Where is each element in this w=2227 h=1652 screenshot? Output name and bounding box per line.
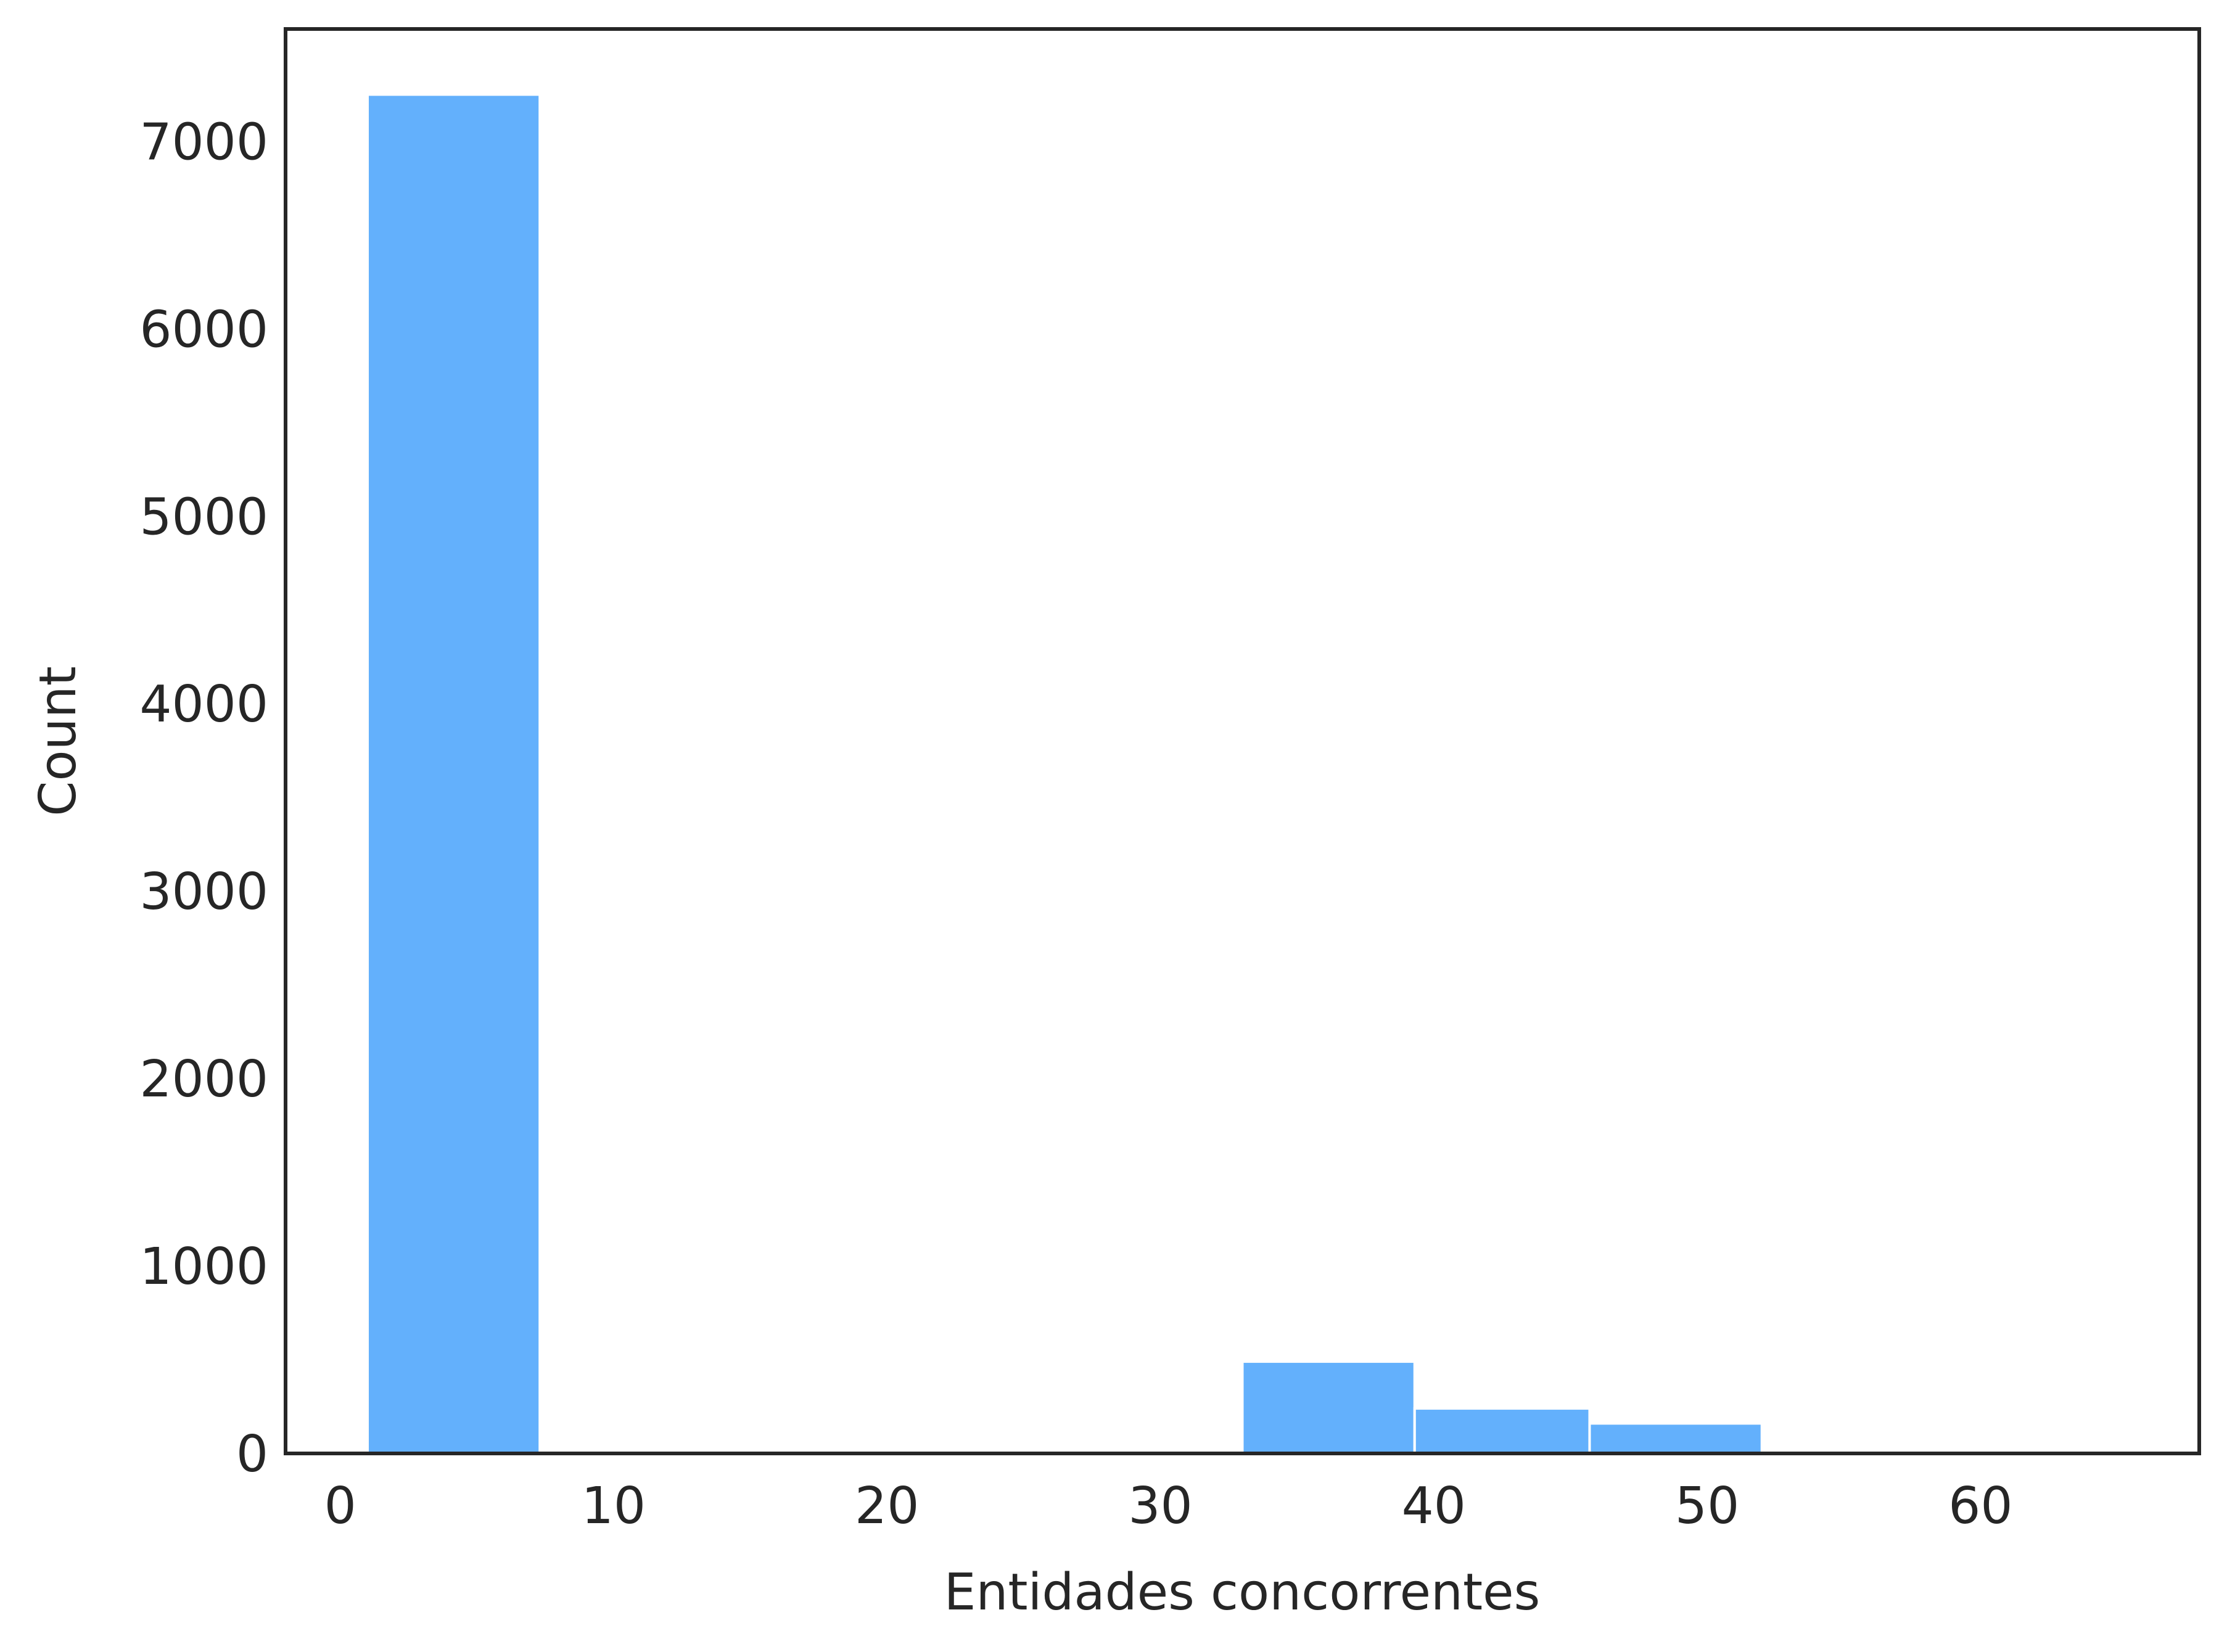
y-axis-ticks: 0 1000 2000 3000 4000 5000 6000 7000 bbox=[139, 113, 268, 1484]
histogram-bar bbox=[1413, 1407, 1591, 1455]
y-tick-label: 6000 bbox=[139, 300, 268, 359]
y-tick-label: 3000 bbox=[139, 863, 268, 921]
bars-group bbox=[366, 93, 1763, 1455]
x-tick-label: 0 bbox=[324, 1477, 356, 1535]
y-tick-label: 4000 bbox=[139, 675, 268, 734]
plot-frame bbox=[284, 27, 2201, 1455]
x-axis-label: Entidades concorrentes bbox=[944, 1563, 1541, 1622]
y-tick-label: 7000 bbox=[139, 113, 268, 171]
x-tick-label: 20 bbox=[855, 1477, 919, 1535]
x-tick-label: 60 bbox=[1948, 1477, 2012, 1535]
y-tick-label: 5000 bbox=[139, 488, 268, 546]
x-axis-ticks: 0 10 20 30 40 50 60 bbox=[324, 1477, 2013, 1535]
x-tick-label: 30 bbox=[1128, 1477, 1192, 1535]
y-tick-label: 0 bbox=[236, 1425, 268, 1484]
x-tick-label: 50 bbox=[1675, 1477, 1739, 1535]
y-axis-label: Count bbox=[29, 666, 88, 816]
histogram-bar bbox=[1588, 1422, 1763, 1455]
y-tick-label: 2000 bbox=[139, 1050, 268, 1109]
x-tick-label: 10 bbox=[582, 1477, 646, 1535]
histogram-bar bbox=[1241, 1360, 1416, 1455]
x-tick-label: 40 bbox=[1402, 1477, 1466, 1535]
histogram-bar bbox=[366, 93, 541, 1455]
y-tick-label: 1000 bbox=[139, 1238, 268, 1296]
